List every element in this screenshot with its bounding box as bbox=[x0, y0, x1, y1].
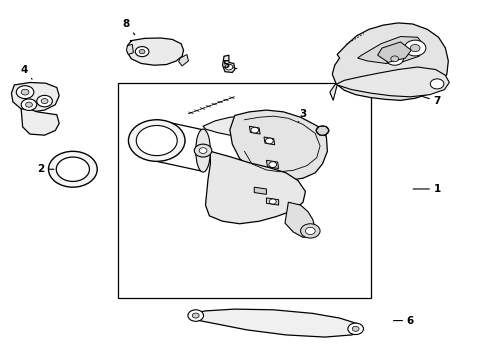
Polygon shape bbox=[331, 23, 447, 100]
Circle shape bbox=[48, 151, 97, 187]
Polygon shape bbox=[203, 116, 285, 140]
Text: 6: 6 bbox=[393, 316, 413, 325]
Text: 3: 3 bbox=[298, 109, 306, 123]
Circle shape bbox=[139, 49, 145, 54]
Circle shape bbox=[409, 44, 419, 51]
Polygon shape bbox=[249, 126, 260, 134]
Text: 4: 4 bbox=[20, 64, 32, 79]
Circle shape bbox=[316, 126, 328, 135]
Polygon shape bbox=[254, 187, 266, 194]
Polygon shape bbox=[285, 202, 315, 237]
Circle shape bbox=[194, 144, 211, 157]
Circle shape bbox=[385, 52, 403, 65]
Polygon shape bbox=[11, 82, 59, 112]
Polygon shape bbox=[222, 55, 234, 72]
Circle shape bbox=[268, 162, 276, 167]
Circle shape bbox=[300, 224, 320, 238]
Circle shape bbox=[136, 126, 177, 156]
Circle shape bbox=[21, 99, 37, 111]
Circle shape bbox=[16, 86, 34, 99]
Circle shape bbox=[429, 79, 443, 89]
Circle shape bbox=[192, 313, 199, 318]
Circle shape bbox=[128, 120, 184, 161]
Circle shape bbox=[250, 127, 258, 133]
Polygon shape bbox=[229, 110, 327, 180]
Polygon shape bbox=[126, 44, 133, 54]
Circle shape bbox=[351, 326, 358, 331]
Circle shape bbox=[41, 99, 48, 104]
Circle shape bbox=[269, 199, 276, 204]
Polygon shape bbox=[127, 38, 183, 65]
Circle shape bbox=[56, 157, 89, 181]
Circle shape bbox=[404, 40, 425, 56]
Text: 1: 1 bbox=[412, 184, 440, 194]
Polygon shape bbox=[205, 151, 305, 224]
Circle shape bbox=[199, 148, 206, 153]
Circle shape bbox=[25, 102, 32, 107]
Text: 2: 2 bbox=[37, 164, 54, 174]
Polygon shape bbox=[377, 42, 410, 62]
Circle shape bbox=[390, 56, 398, 62]
Circle shape bbox=[265, 138, 273, 144]
Polygon shape bbox=[266, 198, 278, 205]
Text: 5: 5 bbox=[222, 60, 237, 70]
Polygon shape bbox=[178, 54, 188, 66]
Polygon shape bbox=[188, 309, 361, 337]
Circle shape bbox=[37, 95, 52, 107]
Circle shape bbox=[347, 323, 363, 334]
Ellipse shape bbox=[195, 129, 210, 172]
Polygon shape bbox=[357, 37, 424, 63]
Polygon shape bbox=[329, 67, 448, 100]
Polygon shape bbox=[21, 109, 59, 135]
Bar bbox=[118, 83, 370, 298]
Circle shape bbox=[187, 310, 203, 321]
Circle shape bbox=[21, 89, 29, 95]
Polygon shape bbox=[266, 160, 278, 168]
Circle shape bbox=[135, 46, 149, 57]
Polygon shape bbox=[264, 137, 274, 145]
Circle shape bbox=[224, 64, 232, 70]
Polygon shape bbox=[341, 28, 439, 74]
Text: 7: 7 bbox=[422, 96, 440, 106]
Text: 8: 8 bbox=[122, 19, 135, 35]
Circle shape bbox=[305, 227, 315, 234]
